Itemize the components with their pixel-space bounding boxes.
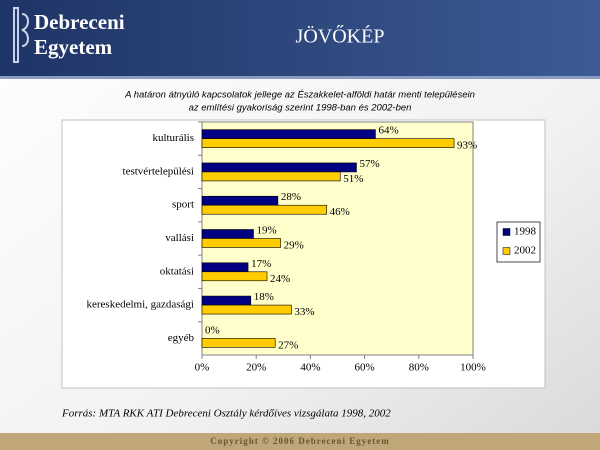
x-tick-label: 0%: [195, 362, 210, 374]
value-label: 93%: [457, 140, 477, 152]
value-label: 0%: [205, 324, 220, 336]
value-label: 33%: [294, 306, 314, 318]
value-label: 51%: [343, 173, 363, 185]
x-tick-label: 60%: [355, 362, 375, 374]
x-tick-label: 40%: [300, 362, 320, 374]
value-label: 28%: [281, 191, 301, 203]
bar: [201, 204, 327, 215]
bar: [201, 271, 268, 282]
bar: [201, 304, 292, 315]
value-label: 27%: [278, 339, 298, 351]
value-label: 18%: [254, 291, 274, 303]
y-tick-label: testvértelepülési: [123, 165, 194, 177]
value-label: 64%: [378, 125, 398, 137]
legend-swatch: [502, 247, 511, 255]
x-tick-label: 100%: [460, 362, 486, 374]
bar: [201, 138, 455, 148]
x-tick-label: 80%: [409, 362, 429, 374]
logo-mark: [13, 7, 29, 63]
legend-swatch: [502, 228, 511, 236]
y-tick-label: sport: [172, 199, 194, 211]
header: [0, 0, 600, 76]
logo-text: Egyetem: [34, 35, 113, 59]
bar: [201, 229, 254, 239]
bar: [201, 262, 249, 273]
y-tick-label: oktatási: [160, 265, 194, 277]
legend-label: 1998: [514, 226, 537, 238]
value-label: 46%: [330, 206, 350, 218]
source-note: Forrás: MTA RKK ATI Debreceni Osztály ké…: [61, 408, 391, 420]
subtitle: az említési gyakoriság szerint 1998-ban …: [189, 103, 412, 114]
bar: [201, 295, 252, 306]
bar: [201, 338, 276, 348]
value-label: 57%: [359, 158, 379, 170]
value-label: 19%: [256, 225, 276, 237]
bar: [201, 129, 376, 139]
bar: [201, 238, 281, 248]
footer: [0, 433, 600, 450]
value-label: 17%: [251, 258, 271, 270]
slide-title: JÖVŐKÉP: [296, 24, 385, 48]
y-tick-label: vallási: [165, 232, 194, 244]
bar: [201, 162, 357, 173]
value-label: 24%: [270, 273, 290, 285]
y-tick-label: kereskedelmi, gazdasági: [86, 299, 194, 311]
logo-text: Debreceni: [34, 10, 125, 34]
y-tick-label: egyéb: [168, 332, 195, 344]
subtitle: A határon átnyúló kapcsolatok jellege az…: [124, 90, 475, 101]
value-label: 29%: [284, 240, 304, 252]
bar: [201, 171, 341, 182]
y-tick-label: kulturális: [152, 132, 194, 144]
x-tick-label: 20%: [246, 362, 266, 374]
bar: [201, 195, 279, 206]
legend-label: 2002: [514, 245, 536, 257]
copyright: Copyright © 2006 Debreceni Egyetem: [210, 436, 390, 446]
header-rule: [0, 76, 600, 79]
